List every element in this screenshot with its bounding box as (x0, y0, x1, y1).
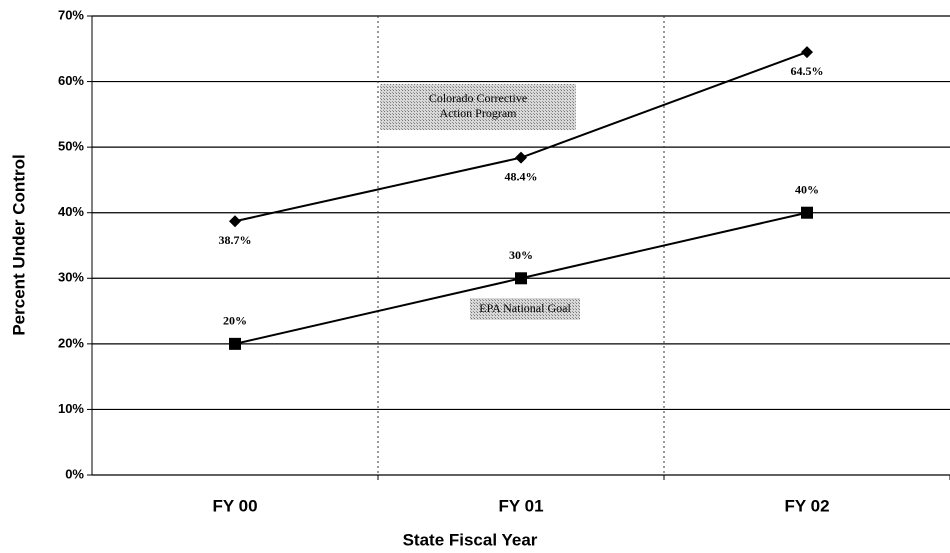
data-label: 40% (795, 182, 819, 196)
marker (801, 206, 813, 219)
y-tick-label: 10% (58, 401, 84, 416)
series-line (234, 51, 808, 223)
series-label-box (380, 84, 576, 130)
series-name: EPA National Goal (479, 301, 571, 315)
series-label-box (470, 298, 580, 320)
y-tick-label: 60% (58, 73, 84, 88)
x-tick-label: FY 02 (784, 496, 829, 515)
series-label: EPA National Goal (479, 301, 571, 315)
x-tick-label: FY 00 (212, 496, 257, 515)
data-label: 48.4% (505, 169, 538, 183)
data-label: 38.7% (219, 233, 252, 247)
y-axis-title: Percent Under Control (9, 154, 28, 335)
y-tick-label: 50% (58, 139, 84, 154)
marker (515, 151, 527, 164)
y-tick-label: 20% (58, 335, 84, 350)
y-tick-label: 40% (58, 204, 84, 219)
data-label: 64.5% (791, 64, 824, 78)
x-tick-label: FY 01 (498, 496, 543, 515)
y-tick-label: 0% (65, 466, 84, 481)
y-tick-label: 30% (58, 270, 84, 285)
marker (229, 215, 241, 228)
series-label: Colorado Corrective Action Program (428, 91, 528, 120)
y-tick-label: 70% (58, 7, 84, 22)
data-label: 20% (223, 314, 247, 328)
marker (229, 337, 241, 350)
marker (515, 272, 527, 285)
marker (801, 46, 813, 59)
x-axis-title: State Fiscal Year (403, 530, 538, 549)
data-label: 30% (509, 248, 533, 262)
series-name: Colorado Corrective Action Program (428, 91, 528, 120)
